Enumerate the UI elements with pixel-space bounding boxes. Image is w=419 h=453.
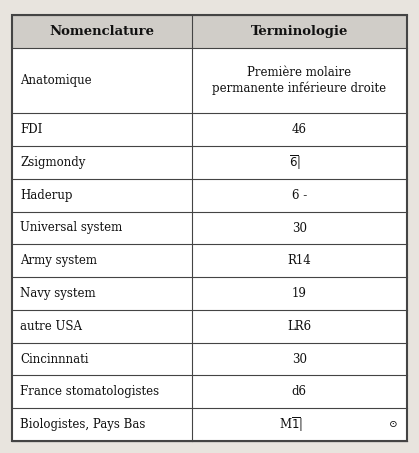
Text: $\overline{6}$|: $\overline{6}$| <box>290 153 301 172</box>
Text: Biologistes, Pays Bas: Biologistes, Pays Bas <box>20 418 145 431</box>
Text: 30: 30 <box>292 352 307 366</box>
Text: ⊙: ⊙ <box>389 420 397 429</box>
Text: 6 -: 6 - <box>292 189 307 202</box>
Bar <box>12 15 407 48</box>
Text: Haderup: Haderup <box>20 189 72 202</box>
Text: Cincinnnati: Cincinnnati <box>20 352 88 366</box>
Text: FDI: FDI <box>20 123 42 136</box>
Text: d6: d6 <box>292 386 307 398</box>
Text: R14: R14 <box>287 254 311 267</box>
Text: Nomenclature: Nomenclature <box>49 25 154 38</box>
Text: Anatomique: Anatomique <box>20 74 92 87</box>
Text: Army system: Army system <box>20 254 97 267</box>
Text: Universal system: Universal system <box>20 222 122 235</box>
Text: 46: 46 <box>292 123 307 136</box>
Text: France stomatologistes: France stomatologistes <box>20 386 159 398</box>
Text: Navy system: Navy system <box>20 287 96 300</box>
Text: LR6: LR6 <box>287 320 311 333</box>
Text: M$\overline{1}$|: M$\overline{1}$| <box>279 415 303 434</box>
Text: Zsigmondy: Zsigmondy <box>20 156 85 169</box>
Text: 30: 30 <box>292 222 307 235</box>
Text: 19: 19 <box>292 287 307 300</box>
Text: autre USA: autre USA <box>20 320 82 333</box>
Text: Terminologie: Terminologie <box>251 25 348 38</box>
Text: Première molaire
permanente inférieure droite: Première molaire permanente inférieure d… <box>212 66 386 95</box>
